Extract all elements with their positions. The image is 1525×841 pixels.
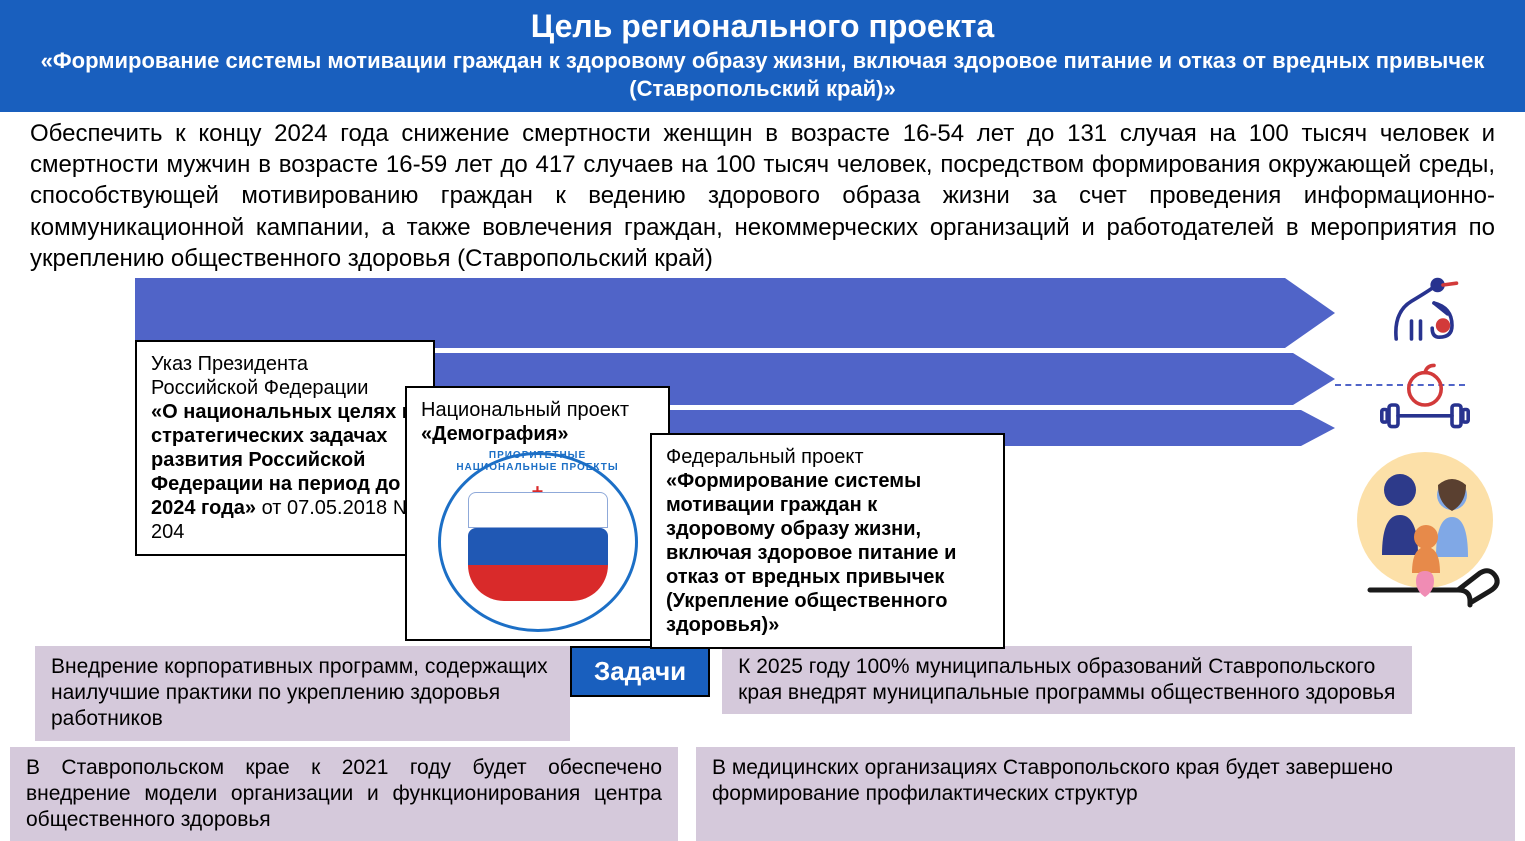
header-subtitle: «Формирование системы мотивации граждан … (30, 47, 1495, 102)
task-bottom-right: В медицинских организациях Ставропольско… (696, 747, 1515, 841)
task-top-left: Внедрение корпоративных программ, содерж… (35, 646, 570, 741)
national-projects-emblem-icon: ПРИОРИТЕТНЫЕ НАЦИОНАЛЬНЫЕ ПРОЕКТЫ + (438, 452, 638, 632)
national-project-box: Национальный проект «Демография» ПРИОРИТ… (405, 386, 670, 641)
decree-box: Указ Президента Российской Федерации «О … (135, 340, 435, 556)
decree-lead: Указ Президента Российской Федерации (151, 353, 368, 399)
arrow-level-1 (135, 278, 1335, 348)
tasks-row-bottom: В Ставропольском крае к 2021 году будет … (0, 747, 1525, 841)
national-lead: Национальный проект (421, 399, 629, 421)
task-top-right: К 2025 году 100% муниципальных образован… (722, 646, 1412, 715)
federal-lead: Федеральный проект (666, 446, 864, 468)
goal-paragraph: Обеспечить к концу 2024 года снижение см… (0, 112, 1525, 274)
tasks-label-chip: Задачи (570, 646, 710, 697)
header-banner: Цель регионального проекта «Формирование… (0, 0, 1525, 112)
header-title: Цель регионального проекта (30, 8, 1495, 45)
apple-dumbbell-icon (1335, 356, 1515, 436)
tasks-row-top: Внедрение корпоративных программ, содерж… (0, 646, 1525, 741)
national-bold: «Демография» (421, 423, 568, 445)
stork-icon (1335, 272, 1515, 352)
federal-project-box: Федеральный проект «Формирование системы… (650, 433, 1005, 649)
family-icon (1335, 440, 1515, 620)
hierarchy-diagram: Указ Президента Российской Федерации «О … (0, 278, 1525, 648)
task-bottom-left: В Ставропольском крае к 2021 году будет … (10, 747, 678, 841)
federal-bold: «Формирование системы мотивации граждан … (666, 470, 956, 636)
icon-column (1335, 272, 1515, 624)
